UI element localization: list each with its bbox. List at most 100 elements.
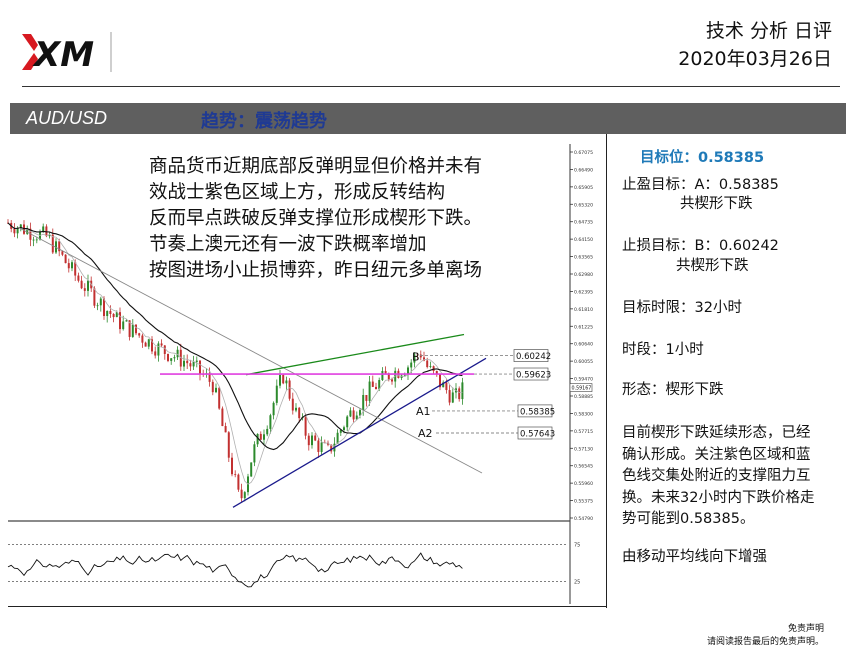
stop-loss: 止损目标：B：0.60242 — [622, 238, 779, 254]
price-tick-label: 0.55375 — [574, 499, 593, 505]
candle-body — [311, 435, 313, 446]
level-value: 0.60242 — [516, 352, 551, 362]
candle-body — [99, 298, 102, 306]
candle-body — [71, 262, 73, 269]
candle-body — [58, 241, 61, 252]
candle-body — [103, 298, 105, 317]
header-rule — [22, 86, 840, 87]
take-profit: 止盈目标：A：0.58385 — [622, 177, 779, 193]
candle-body — [128, 320, 131, 337]
candle-body — [320, 442, 323, 452]
candle-body — [445, 382, 448, 391]
candle-body — [135, 324, 137, 334]
candle-body — [259, 433, 262, 440]
candle-body — [285, 380, 288, 384]
candle-body — [186, 360, 189, 364]
price-tick-label: 0.54790 — [574, 516, 593, 522]
candle-body — [336, 432, 339, 444]
candle-body — [83, 288, 86, 291]
candle-body — [141, 335, 144, 343]
candle-body — [346, 416, 349, 428]
analysis-line: 势可能到0.58385。 — [622, 511, 755, 527]
candle-body — [365, 394, 368, 401]
symbol-label: AUD/USD — [26, 108, 108, 128]
disclaimer-title: 免责声明 — [787, 624, 824, 634]
candle-body — [67, 263, 70, 269]
report-type: 技术 分析 日评 — [705, 20, 832, 42]
candle-body — [327, 442, 329, 445]
price-tick-label: 0.65320 — [574, 202, 593, 208]
candle-body — [125, 320, 128, 322]
candle-body — [256, 433, 259, 445]
candle-body — [387, 373, 390, 380]
price-tick-label: 0.65905 — [574, 185, 593, 191]
candle-body — [112, 313, 115, 318]
price-tick-label: 0.59470 — [574, 377, 593, 383]
level-value: 0.58385 — [520, 407, 555, 417]
logo-text: XM — [32, 35, 94, 74]
price-tick-label: 0.60055 — [574, 359, 593, 365]
current-price-label: 0.59167 — [572, 386, 592, 392]
candle-body — [13, 228, 16, 234]
candle-body — [19, 224, 22, 229]
analysis: 目前楔形下跌延续形态，已经 确认形成。关注紫色区域和蓝 色线交集处附近的支撑阻力… — [622, 423, 814, 531]
candle-body — [192, 361, 195, 367]
candle-body — [224, 426, 227, 433]
ma-fast-line — [7, 222, 463, 485]
price-tick-label: 0.58300 — [574, 411, 593, 417]
candle-body — [51, 234, 54, 253]
commentary-line: 节奏上澳元还有一波下跌概率增加 — [149, 234, 427, 255]
chart-bottom-rule — [8, 606, 606, 607]
price-tick-label: 0.63565 — [574, 255, 593, 261]
candle-body — [266, 428, 269, 435]
commentary-line: 商品货币近期底部反弹明显但价格并未有 — [149, 156, 483, 177]
title-bar — [10, 103, 846, 134]
candle-body — [173, 357, 176, 359]
pattern: 形态：楔形下跌 — [622, 382, 724, 398]
candle-body — [87, 280, 89, 291]
candle-body — [227, 432, 230, 458]
candle-body — [307, 435, 310, 446]
current-price-box — [569, 383, 593, 392]
candle-body — [416, 354, 419, 356]
analysis-line: 确认形成。关注紫色区域和蓝 — [622, 446, 811, 463]
trend-label: 趋势：震荡趋势 — [201, 111, 327, 132]
candle-body — [48, 234, 51, 237]
candle-body — [32, 239, 35, 241]
candle-body — [279, 374, 281, 386]
analysis-line: 目前楔形下跌延续形态，已经 — [622, 425, 811, 441]
candle-body — [371, 381, 374, 387]
candle-body — [167, 353, 169, 361]
candle-body — [157, 343, 160, 356]
candle-body — [23, 224, 25, 234]
price-tick-label: 0.55960 — [574, 481, 593, 487]
candle-body — [240, 489, 243, 499]
candle-body — [426, 360, 429, 368]
candle-body — [413, 354, 416, 363]
candle-body — [269, 415, 272, 429]
candle-body — [154, 351, 157, 356]
candle-body — [147, 339, 150, 347]
disclaimer-text: 请阅读报告最后的免责声明。 — [706, 637, 824, 647]
candle-body — [317, 440, 320, 452]
candle-body — [375, 386, 377, 390]
candle-body — [304, 417, 307, 436]
candle-body — [163, 345, 166, 354]
level-box — [517, 404, 553, 418]
candle-body — [330, 444, 333, 452]
candle-body — [343, 427, 345, 430]
candle-body — [96, 305, 99, 307]
candle-body — [231, 457, 233, 475]
candle-body — [429, 366, 432, 368]
candle-body — [138, 333, 141, 336]
candle-body — [407, 367, 409, 375]
candle-body — [384, 371, 387, 374]
candle-body — [461, 382, 464, 400]
level-label: B — [412, 351, 420, 364]
candle-body — [183, 360, 185, 367]
price-tick-label: 0.62395 — [574, 289, 593, 295]
candle-body — [35, 239, 38, 241]
candle-body — [391, 379, 393, 382]
candle-body — [74, 262, 77, 276]
ma-slow-line — [7, 222, 463, 451]
